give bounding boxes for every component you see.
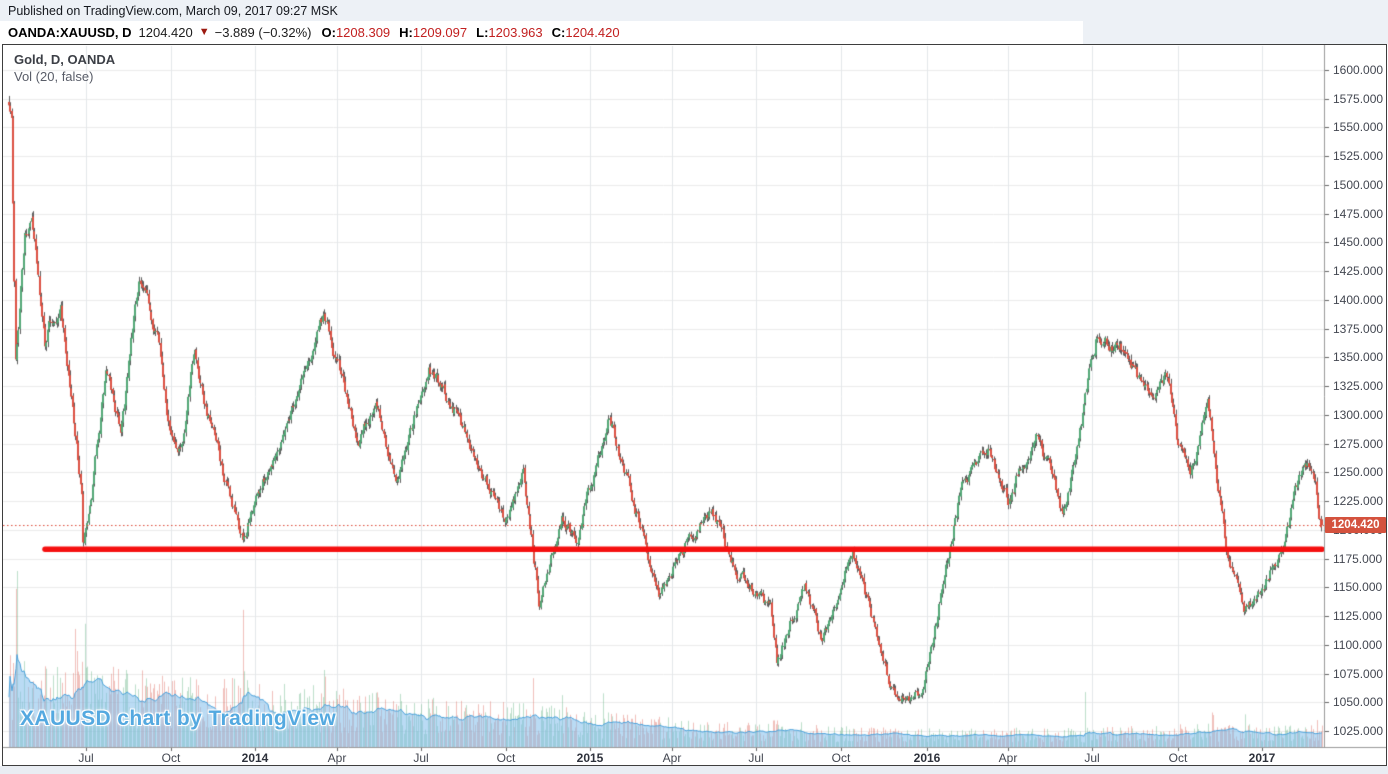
open-label: O:: [321, 25, 336, 40]
close-value: 1204.420: [565, 25, 620, 40]
published-bar: Published on TradingView.com, March 09, …: [0, 0, 1388, 21]
open-readout: O:1208.309: [321, 25, 390, 40]
tradingview-watermark-link[interactable]: XAUUSD chart by TradingView: [20, 707, 337, 730]
direction-down-icon: ▼: [198, 26, 210, 38]
open-value: 1208.309: [335, 25, 391, 40]
published-text: Published on TradingView.com, March 09, …: [8, 3, 338, 18]
high-value: 1209.097: [412, 25, 468, 40]
last-price-value: 1204.420: [138, 25, 193, 40]
price-change: −3.889 (−0.32%): [214, 25, 312, 40]
symbol-bar: OANDA:XAUUSD, D 1204.420 ▼ −3.889 (−0.32…: [0, 21, 1388, 44]
low-value: 1203.963: [488, 25, 543, 40]
symbol-name: OANDA:XAUUSD, D: [8, 25, 132, 40]
close-label: C:: [551, 25, 566, 40]
bottom-band: [0, 766, 1388, 774]
close-readout: C:1204.420: [552, 25, 620, 40]
last-price-badge: 1204.420: [1325, 517, 1386, 533]
high-label: H:: [399, 25, 413, 40]
symbol-ohlc-row: OANDA:XAUUSD, D 1204.420 ▼ −3.889 (−0.32…: [0, 21, 1083, 44]
low-readout: L:1203.963: [476, 25, 543, 40]
low-label: L:: [476, 25, 489, 40]
price-chart-canvas[interactable]: [3, 45, 1386, 765]
high-readout: H:1209.097: [399, 25, 467, 40]
